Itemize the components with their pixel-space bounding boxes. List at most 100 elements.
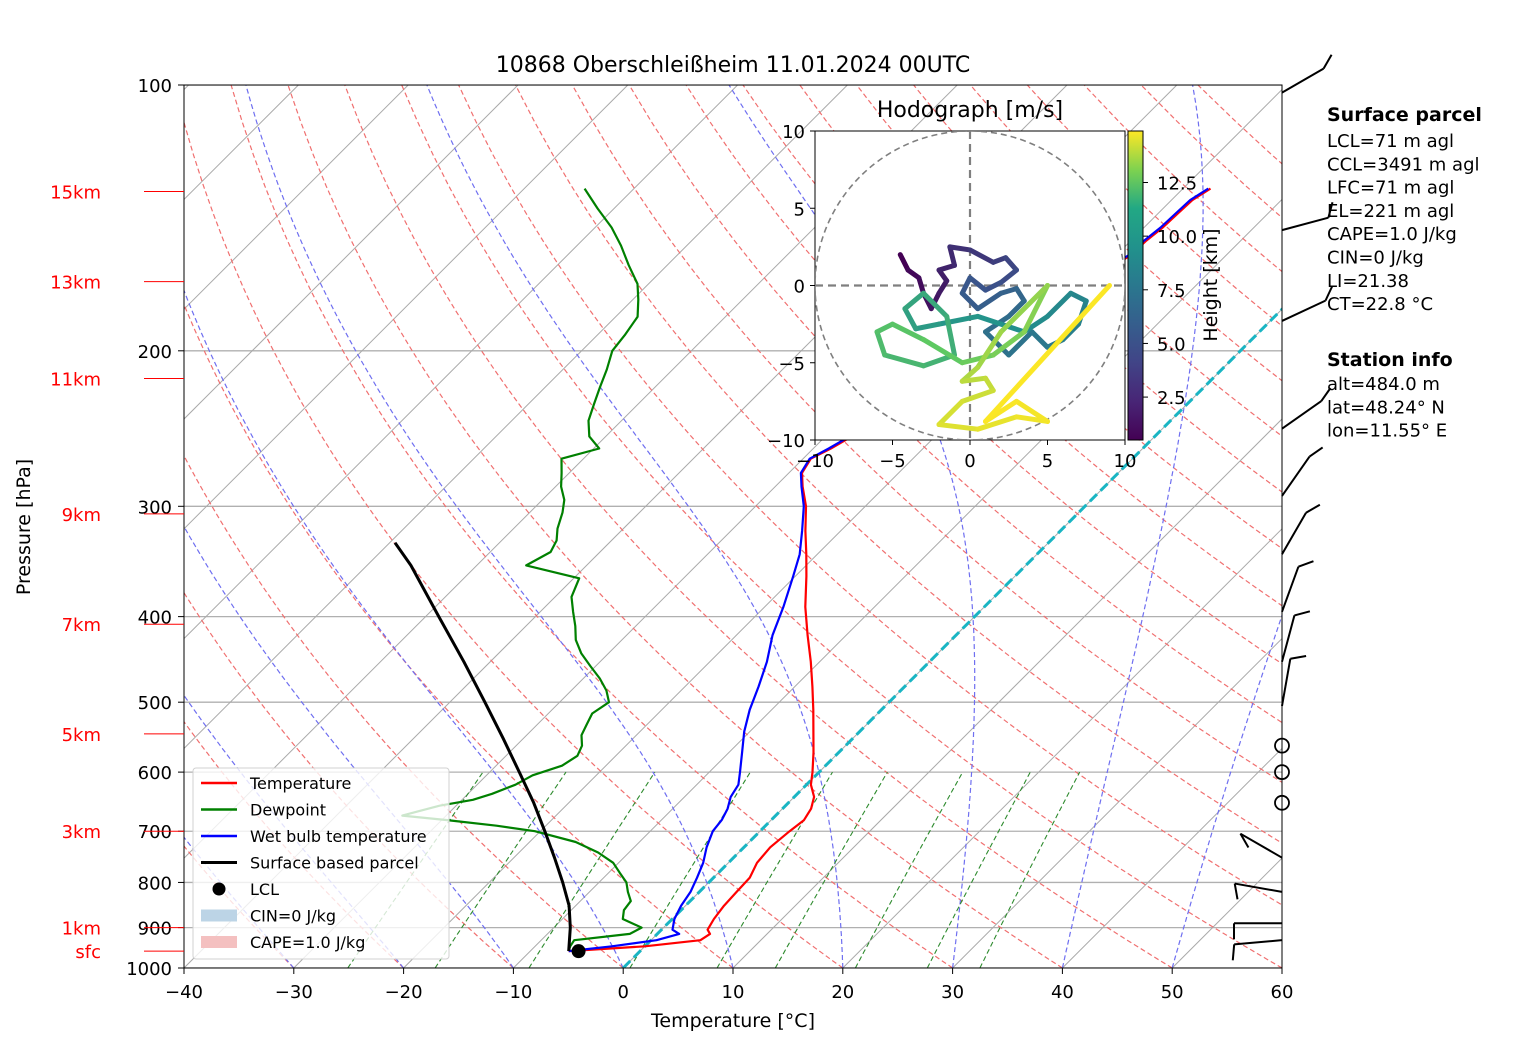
hodograph-segment: [913, 321, 942, 332]
isotherm: [1062, 747, 1282, 968]
surface-parcel-line: CCL=3491 m agl: [1327, 154, 1480, 175]
legend-swatch: [212, 882, 226, 896]
x-axis: −40 −30 −20 −10 0 10 20 30 40 50 60: [165, 968, 1293, 1003]
hodograph-y-tick-label: −10: [767, 431, 805, 452]
isotherm: [184, 85, 409, 310]
hodograph-segment: [959, 275, 973, 296]
hodograph-x-tick-label: 0: [964, 451, 975, 472]
wind-barb-flag: [1233, 883, 1239, 900]
moist-adiabat: [426, 85, 844, 968]
colorbar-ticks: 2.5 5.0 7.5 10.0 12.5: [1143, 174, 1197, 409]
hodograph-segment: [882, 352, 926, 369]
height-tick-label: sfc: [75, 942, 101, 963]
moist-adiabat: [184, 288, 624, 968]
y-tick-label: 100: [138, 76, 172, 97]
y-tick-label: 1000: [126, 959, 172, 980]
isotherm: [184, 85, 848, 750]
surface-parcel-line: CAPE=1.0 J/kg: [1327, 224, 1457, 245]
wind-barb-shaft: [1281, 512, 1307, 555]
wind-barb-flag: [1294, 610, 1311, 617]
legend-box: [192, 767, 450, 960]
legend-label: LCL: [250, 880, 279, 899]
y-tick-label: 200: [138, 342, 172, 363]
hodograph-y-tick-label: −5: [778, 354, 805, 375]
surface-parcel-line: EL=221 m agl: [1327, 201, 1454, 222]
x-tick-label: 60: [1271, 982, 1294, 1003]
hodograph-x-tick-label: −5: [879, 451, 906, 472]
surface-parcel-line: LFC=71 m agl: [1327, 178, 1454, 199]
dry-adiabat: [401, 85, 1282, 968]
hodograph-segment: [902, 290, 926, 312]
wind-barb-shaft: [1281, 400, 1322, 430]
hodograph: Hodograph [m/s] −10−10 −5 −5 0 0 5 5 10 10 2.5 5.…: [767, 98, 1222, 472]
isotherm: [184, 85, 519, 420]
series-surface-based-parcel: [393, 541, 572, 952]
isotherm: [184, 85, 629, 530]
wind-barb-shaft: [1281, 615, 1296, 663]
y-tick-label: 300: [138, 497, 172, 518]
station-info-line: alt=484.0 m: [1327, 374, 1440, 395]
x-tick-label: 30: [941, 982, 964, 1003]
wind-barb-flag: [1327, 201, 1334, 218]
hodograph-segment: [975, 290, 1004, 312]
wind-barb-flag: [1231, 944, 1236, 961]
surface-parcel-title: Surface parcel: [1327, 104, 1482, 126]
hodograph-segment: [975, 313, 1004, 327]
wind-barb-shaft: [1281, 658, 1292, 707]
colorbar-tick-label: 12.5: [1157, 174, 1197, 195]
moist-adiabat: [1061, 85, 1204, 968]
hodograph-segment: [959, 388, 996, 404]
isotherm: [952, 637, 1282, 968]
isotherm: [842, 528, 1282, 968]
surface-parcel-line: LCL=71 m agl: [1327, 131, 1454, 152]
dry-adiabat: [458, 85, 1282, 906]
hodograph-colorbar: [1127, 130, 1144, 441]
hodograph-segment: [921, 337, 965, 366]
wind-barb-shaft: [1234, 882, 1283, 893]
x-tick-label: −10: [494, 982, 532, 1003]
hodograph-segment: [1006, 329, 1035, 358]
hodograph-segment: [921, 290, 950, 319]
hodograph-segment: [998, 267, 1019, 285]
station-info-title: Station info: [1327, 349, 1453, 371]
wind-barb-flag: [1320, 387, 1332, 402]
hodograph-segment: [936, 422, 981, 432]
hodograph-segment: [959, 290, 981, 312]
hodograph-segment: [947, 244, 973, 253]
dry-adiabat: [287, 85, 1063, 968]
calm-wind-marker: [1274, 764, 1290, 781]
hodograph-segment: [1014, 398, 1050, 424]
dry-adiabat: [230, 85, 953, 968]
hodograph-segment: [998, 286, 1019, 296]
wind-barb-flag: [1308, 446, 1324, 458]
lcl-marker: [571, 944, 586, 959]
hodograph-segment: [897, 252, 911, 273]
hodograph-segment: [1003, 255, 1019, 273]
wind-barb-flag: [1324, 285, 1334, 302]
mixing-ratio-line: [528, 771, 656, 968]
wind-barb-flag: [1322, 54, 1333, 70]
wind-barb-flag: [1305, 503, 1321, 514]
hodograph-segment: [1045, 290, 1074, 319]
wind-barb-shaft: [1281, 456, 1311, 497]
height-tick-label: 3km: [62, 822, 101, 843]
colorbar-tick-label: 5.0: [1157, 334, 1186, 355]
x-tick-label: 20: [831, 982, 854, 1003]
legend-label: Wet bulb temperature: [250, 827, 427, 846]
x-tick-label: 10: [722, 982, 745, 1003]
hodograph-segment: [983, 283, 1112, 424]
hodograph-background: [814, 130, 1126, 441]
station-info-line: lat=48.24° N: [1327, 397, 1445, 418]
isotherm: [732, 418, 1282, 968]
height-tick-label: 9km: [62, 505, 101, 526]
hodograph-segment: [959, 375, 988, 384]
station-info-line: lon=11.55° E: [1327, 421, 1447, 442]
y-tick-label: 800: [138, 873, 172, 894]
hodograph-segment: [1006, 298, 1027, 319]
calm-wind-marker: [1274, 737, 1290, 754]
hodograph-segment: [916, 275, 926, 296]
x-tick-label: 0: [617, 982, 628, 1003]
hodograph-x-tick-label: −10: [796, 451, 834, 472]
